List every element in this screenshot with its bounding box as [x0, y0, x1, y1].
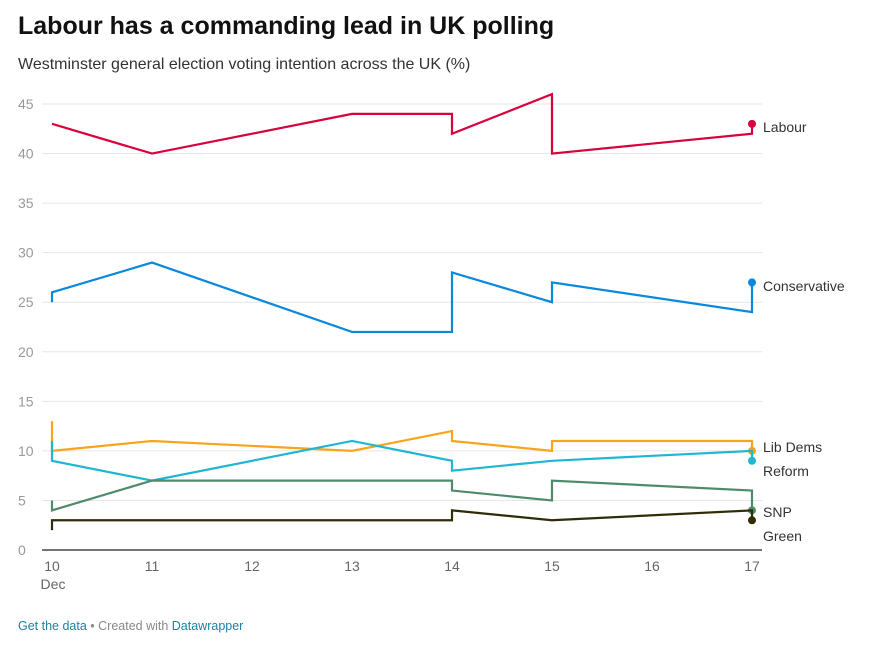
- y-tick-label: 10: [18, 443, 34, 459]
- x-tick-label: 16: [644, 558, 660, 574]
- y-tick-label: 5: [18, 492, 26, 508]
- datawrapper-link[interactable]: Datawrapper: [171, 619, 244, 633]
- y-tick-label: 15: [18, 393, 34, 409]
- x-tick-label: 14: [444, 558, 460, 574]
- chart-title: Labour has a commanding lead in UK polli…: [18, 12, 555, 40]
- series-line-conservative: [50, 261, 754, 334]
- x-tick-label: 13: [344, 558, 360, 574]
- x-tick-label: 15: [544, 558, 560, 574]
- series-label: Conservative: [763, 278, 845, 294]
- series-label: Green: [763, 528, 802, 544]
- series-line-lib-dems: [50, 421, 754, 453]
- x-tick-label: 17: [744, 558, 760, 574]
- x-tick-label: 12: [244, 558, 260, 574]
- get-data-link[interactable]: Get the data: [18, 619, 87, 633]
- series-end-dot: [748, 456, 756, 465]
- series-end-dot: [748, 278, 756, 287]
- series-line-labour: [51, 92, 754, 155]
- series-end-dot: [748, 119, 756, 128]
- y-tick-label: 35: [18, 195, 34, 211]
- series-end-dot: [748, 516, 756, 525]
- series-label: Labour: [763, 119, 807, 135]
- x-tick-label: 10: [44, 558, 60, 574]
- y-tick-label: 0: [18, 542, 26, 558]
- y-tick-label: 20: [18, 344, 34, 360]
- x-tick-label: 11: [145, 558, 160, 574]
- y-tick-label: 40: [18, 146, 34, 162]
- y-tick-label: 30: [18, 245, 34, 261]
- series-label: Lib Dems: [763, 439, 822, 455]
- footer: Get the data • Created with Datawrapper: [18, 619, 243, 633]
- chart-subtitle: Westminster general election voting inte…: [18, 56, 471, 73]
- series-line-green: [50, 509, 754, 531]
- x-sublabel: Dec: [41, 576, 66, 592]
- line-chart: 0 5 10 15 20 25 30 35 40 45 10 11 12 13 14 15 16 17 Dec Lab…: [18, 92, 845, 592]
- y-tick-label: 25: [18, 294, 34, 310]
- footer-credit: • Created with: [86, 619, 172, 633]
- y-tick-label: 45: [18, 96, 34, 112]
- series-line-reform: [50, 439, 754, 482]
- series-label: Reform: [763, 463, 809, 479]
- series-label: SNP: [763, 504, 792, 520]
- series-line-snp: [50, 479, 754, 512]
